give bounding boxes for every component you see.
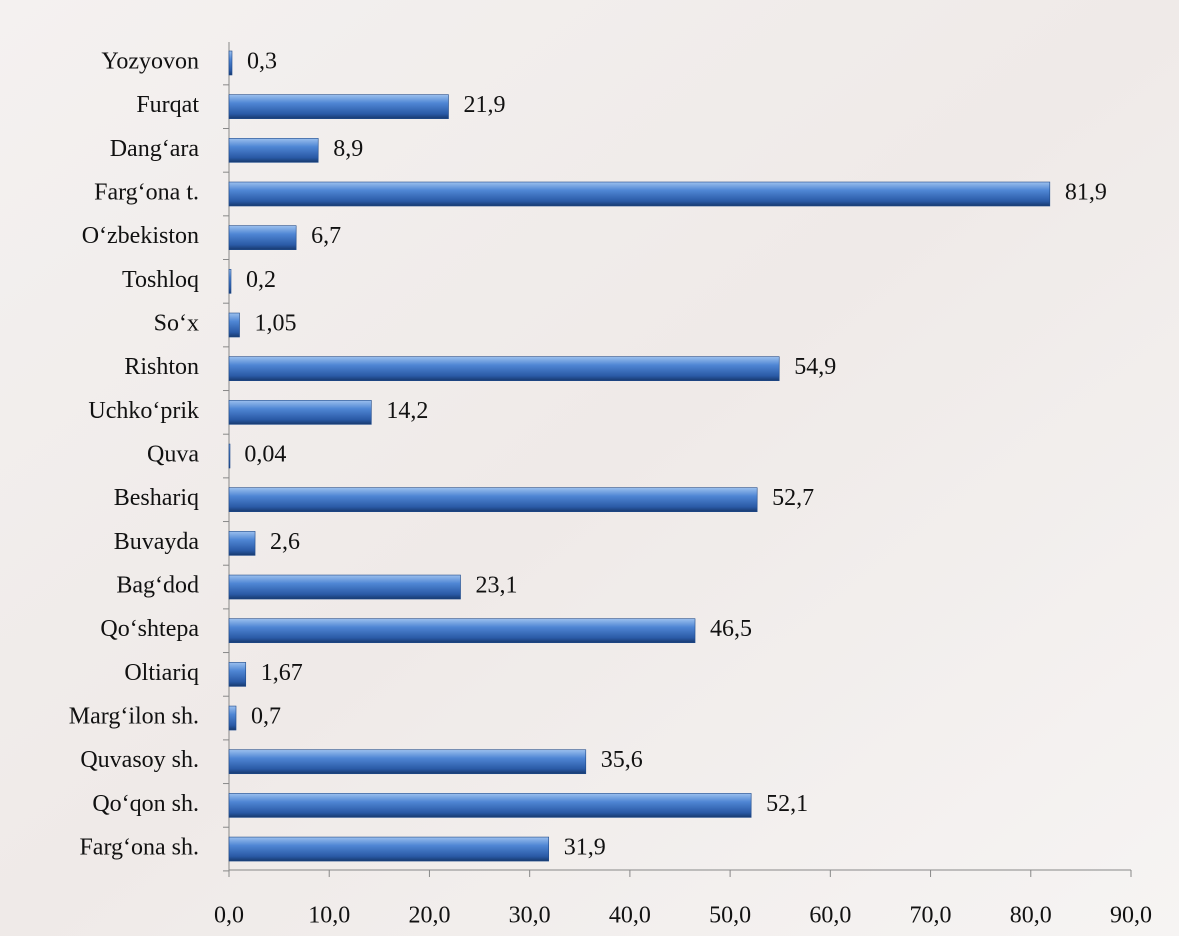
y-tick-label: Farg‘ona t.: [94, 180, 199, 206]
y-tick-label: Bag‘dod: [116, 573, 199, 599]
y-tick-label: Oltiariq: [124, 660, 199, 686]
bar: [228, 662, 247, 687]
y-tick-label: Marg‘ilon sh.: [69, 704, 199, 730]
y-tick-label: Toshloq: [122, 267, 199, 293]
bar: [228, 574, 461, 600]
x-tick-label: 0,0: [214, 903, 244, 929]
bar: [228, 356, 780, 381]
data-label: 54,9: [794, 354, 836, 380]
y-tick-label: Beshariq: [114, 485, 199, 511]
bar: [228, 531, 256, 556]
bar: [228, 705, 237, 731]
bar: [228, 269, 232, 294]
data-label: 23,1: [476, 573, 518, 599]
y-tick-label: Farg‘ona sh.: [79, 835, 199, 861]
bar: [228, 312, 240, 338]
y-tick-label: O‘zbekiston: [82, 223, 199, 249]
bar: [228, 181, 1051, 207]
bar: [228, 138, 319, 163]
bar: [228, 836, 550, 862]
data-label: 52,1: [766, 791, 808, 817]
y-tick-label: Quvasoy sh.: [80, 747, 199, 773]
bar: [228, 50, 233, 76]
bar: [228, 618, 696, 644]
data-label: 0,2: [246, 267, 276, 293]
data-label: 0,3: [247, 49, 277, 75]
data-label: 35,6: [601, 747, 643, 773]
data-label: 1,05: [255, 311, 297, 337]
x-tick-label: 50,0: [709, 903, 751, 929]
data-label: 1,67: [261, 660, 303, 686]
y-tick-label: Qo‘qon sh.: [92, 791, 199, 817]
y-tick-label: So‘x: [154, 311, 199, 337]
data-label: 52,7: [772, 485, 814, 511]
data-label: 6,7: [311, 223, 341, 249]
y-tick-label: Dang‘ara: [110, 136, 200, 162]
y-tick-label: Buvayda: [114, 529, 200, 555]
bar: [228, 400, 372, 425]
x-tick-label: 10,0: [308, 903, 350, 929]
x-tick-label: 80,0: [1010, 903, 1052, 929]
data-label: 46,5: [710, 616, 752, 642]
data-label: 8,9: [333, 136, 363, 162]
bar: [228, 443, 231, 469]
x-tick-label: 40,0: [609, 903, 651, 929]
y-tick-label: Furqat: [136, 92, 199, 118]
data-label: 0,04: [244, 442, 286, 468]
y-tick-label: Yozyovon: [101, 49, 199, 75]
data-label: 81,9: [1065, 180, 1107, 206]
x-tick-label: 20,0: [408, 903, 450, 929]
data-label: 14,2: [386, 398, 428, 424]
y-tick-label: Qo‘shtepa: [100, 616, 199, 642]
y-tick-label: Rishton: [124, 354, 199, 380]
y-tick-label: Quva: [147, 442, 199, 468]
x-tick-label: 90,0: [1110, 903, 1152, 929]
x-tick-label: 60,0: [809, 903, 851, 929]
bar: [228, 487, 758, 513]
x-tick-label: 30,0: [509, 903, 551, 929]
bar: [228, 94, 449, 119]
x-tick-label: 70,0: [910, 903, 952, 929]
data-label: 2,6: [270, 529, 300, 555]
data-label: 31,9: [564, 835, 606, 861]
data-label: 21,9: [463, 92, 505, 118]
bar: [228, 749, 587, 775]
bar: [228, 225, 297, 250]
data-label: 0,7: [251, 704, 281, 730]
y-tick-label: Uchko‘prik: [88, 398, 199, 424]
bar: [228, 793, 752, 818]
